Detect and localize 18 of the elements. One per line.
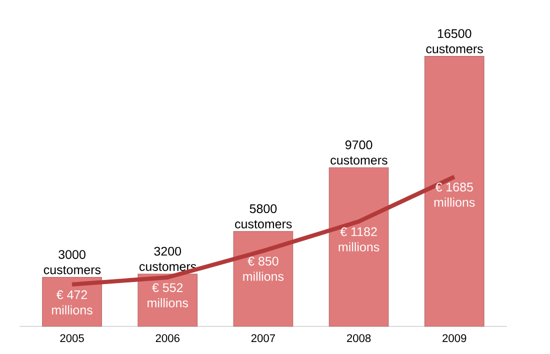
data-label: € 1182 millions xyxy=(338,227,380,252)
data-label: € 1685 millions xyxy=(434,182,475,207)
data-label: € 472 millions xyxy=(52,290,92,314)
data-label: 3200 customers xyxy=(139,246,196,271)
data-label: 5800 customers xyxy=(235,204,292,228)
bar xyxy=(328,167,389,327)
x-tick-label: 2006 xyxy=(156,334,180,342)
data-label: 3000 customers xyxy=(44,250,101,274)
x-tick-label: 2009 xyxy=(442,334,466,342)
data-label: 16500 customers xyxy=(426,29,483,54)
x-tick-label: 2005 xyxy=(60,334,84,342)
data-label: € 850 millions xyxy=(243,256,284,281)
x-tick-label: 2008 xyxy=(346,334,371,342)
bar xyxy=(424,56,484,327)
x-tick-label: 2007 xyxy=(251,334,275,342)
bar xyxy=(233,231,294,327)
data-label: € 552 millions xyxy=(148,283,188,308)
data-label: 9700 customers xyxy=(330,140,388,164)
